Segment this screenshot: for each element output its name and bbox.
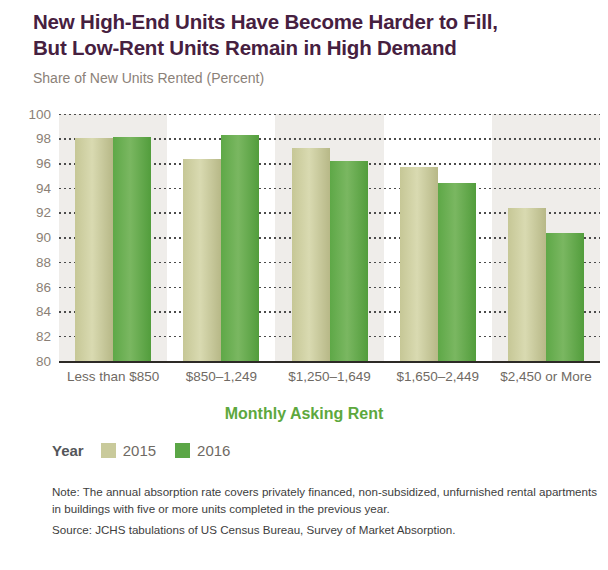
bar-group: [492, 114, 600, 361]
bar-group: [167, 114, 275, 361]
bar-group: [59, 114, 167, 361]
bar-2016: [546, 233, 584, 360]
figure-title: New High-End Units Have Become Harder to…: [33, 9, 588, 61]
category-band: [492, 114, 600, 361]
y-tick-label: 82: [36, 328, 51, 343]
bar-2015: [400, 167, 438, 361]
x-tick-label: $2,450 or More: [492, 369, 600, 384]
figure-header: New High-End Units Have Become Harder to…: [0, 0, 608, 86]
legend-swatch-2016: [175, 443, 190, 458]
bar-2016: [113, 137, 151, 361]
y-axis-units-label: Share of New Units Rented (Percent): [33, 70, 588, 86]
figure-title-line-2: But Low-Rent Units Remain in High Demand: [33, 35, 588, 61]
bar-2015: [75, 138, 113, 360]
y-tick-label: 80: [36, 353, 51, 368]
bar-group: [384, 114, 492, 361]
bar-2015: [508, 208, 546, 361]
y-axis: 10098969492908886848280: [0, 114, 59, 361]
legend-title: Year: [52, 442, 84, 459]
y-tick-label: 90: [36, 230, 51, 245]
legend-swatch-2015: [101, 443, 116, 458]
figure-page: New High-End Units Have Become Harder to…: [0, 0, 608, 570]
note-text: Note: The annual absorption rate covers …: [52, 484, 600, 518]
bar-2016: [221, 135, 259, 361]
bar-2016: [330, 161, 368, 361]
plot-column: Less than $850$850–1,249$1,250–1,649$1,6…: [59, 114, 600, 384]
y-tick-label: 88: [36, 254, 51, 269]
y-tick-label: 98: [36, 131, 51, 146]
source-text: Source: JCHS tabulations of US Census Bu…: [52, 522, 600, 539]
figure-title-line-1: New High-End Units Have Become Harder to…: [33, 9, 588, 35]
y-tick-label: 92: [36, 205, 51, 220]
y-tick-label: 100: [28, 106, 51, 121]
y-tick-label: 94: [36, 180, 51, 195]
y-tick-label: 84: [36, 304, 51, 319]
x-axis: Less than $850$850–1,249$1,250–1,649$1,6…: [59, 369, 600, 384]
legend: Year 2015 2016: [52, 442, 608, 459]
category-band: [384, 114, 492, 361]
x-axis-title: Monthly Asking Rent: [0, 405, 608, 423]
footnotes: Note: The annual absorption rate covers …: [52, 484, 600, 539]
bar-2016: [438, 183, 476, 361]
legend-label-2015: 2015: [123, 442, 156, 459]
bar-2015: [183, 159, 221, 360]
x-tick-label: $850–1,249: [167, 369, 275, 384]
y-tick-label: 86: [36, 279, 51, 294]
legend-label-2016: 2016: [197, 442, 230, 459]
y-tick-label: 96: [36, 156, 51, 171]
bar-group: [275, 114, 383, 361]
x-tick-label: $1,650–2,449: [384, 369, 492, 384]
bar-2015: [292, 148, 330, 360]
bar-chart: 10098969492908886848280 Less than $850$8…: [0, 114, 600, 384]
x-tick-label: Less than $850: [59, 369, 167, 384]
category-band: [167, 114, 275, 361]
plot-area: [59, 114, 600, 363]
x-tick-label: $1,250–1,649: [275, 369, 383, 384]
category-band: [275, 114, 383, 361]
category-band: [59, 114, 167, 361]
